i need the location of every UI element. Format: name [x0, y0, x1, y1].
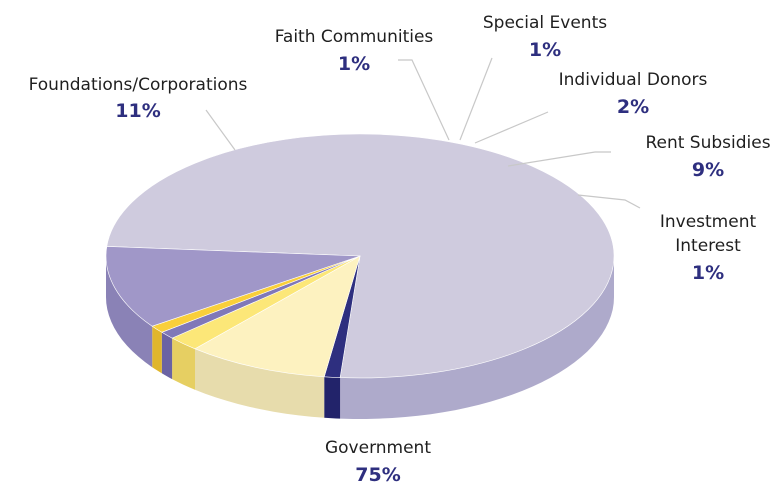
slice-label-foundations-corporations: Foundations/Corporations — [29, 75, 248, 95]
pie-side-rent-subsidies — [195, 348, 325, 418]
pie-side-layer — [106, 256, 614, 419]
pie-slice-foundations-corporations — [105, 246, 361, 327]
slice-pct-investment-interest: 1% — [692, 262, 724, 284]
pie-side-investment-interest — [324, 376, 341, 419]
slice-label-individual-donors: Individual Donors — [559, 70, 708, 90]
slice-label-investment-interest-line2: Interest — [675, 236, 741, 256]
label-government: Government 75% — [325, 438, 431, 486]
pie-side-individual-donors — [172, 338, 195, 390]
leader-line-special-events — [459, 57, 493, 141]
label-investment-interest: Investment Interest 1% — [660, 212, 757, 284]
slice-pct-government: 75% — [355, 464, 400, 486]
leader-line-investment-interest — [577, 194, 641, 209]
pie-top-layer — [105, 133, 615, 379]
leader-line-rent-subsidies — [507, 151, 611, 167]
leader-line-faith-communities — [398, 59, 450, 141]
slice-pct-foundations-corporations: 11% — [115, 100, 160, 122]
pie-side-government — [340, 256, 614, 419]
slice-label-rent-subsidies: Rent Subsidies — [645, 133, 770, 153]
pie-side-foundations-corporations — [106, 256, 153, 368]
slice-pct-rent-subsidies: 9% — [692, 159, 724, 181]
label-faith-communities: Faith Communities 1% — [275, 27, 434, 75]
label-rent-subsidies: Rent Subsidies 9% — [645, 133, 770, 181]
pie-slice-rent-subsidies — [194, 255, 361, 378]
slice-label-special-events: Special Events — [483, 13, 607, 33]
pie-slice-government — [106, 133, 615, 379]
slice-pct-individual-donors: 2% — [617, 96, 649, 118]
leader-line-individual-donors — [474, 111, 549, 144]
label-individual-donors: Individual Donors 2% — [559, 70, 708, 118]
slice-pct-special-events: 1% — [529, 39, 561, 61]
label-special-events: Special Events 1% — [483, 13, 607, 61]
pie-side-special-events — [161, 332, 173, 380]
label-foundations-corporations: Foundations/Corporations 11% — [29, 75, 248, 122]
slice-label-investment-interest-line1: Investment — [660, 212, 757, 232]
labels: Foundations/Corporations 11% Faith Commu… — [29, 13, 771, 486]
slice-label-government: Government — [325, 438, 431, 458]
pie-side-faith-communities — [152, 326, 162, 374]
leader-line-foundations — [205, 109, 236, 151]
slice-pct-faith-communities: 1% — [338, 53, 370, 75]
slice-label-faith-communities: Faith Communities — [275, 27, 434, 47]
leader-lines — [205, 57, 641, 209]
